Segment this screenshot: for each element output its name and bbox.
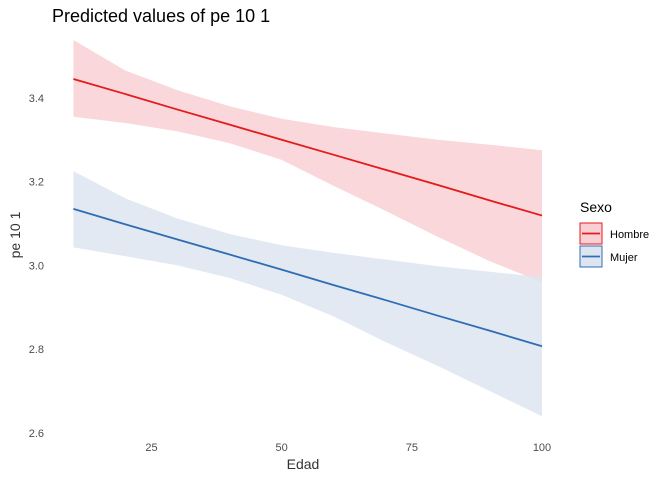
y-tick-label: 3.2 [29,177,44,189]
x-tick-label: 75 [406,442,418,454]
plot-area [73,40,543,417]
legend-title: Sexo [580,199,612,215]
series-line-hombre [73,78,543,217]
legend-label-hombre: Hombre [610,229,649,241]
y-tick-label: 2.6 [29,428,44,440]
y-axis: 2.6 2.8 3.0 3.2 3.4 [29,93,44,440]
x-axis: 25 50 75 100 [145,442,551,454]
y-tick-label: 3.4 [29,93,44,105]
chart-title: Predicted values of pe 10 1 [52,6,270,26]
y-tick-label: 3.0 [29,260,44,272]
y-axis-title: pe 10 1 [7,211,23,258]
confidence-band-mujer [73,171,542,417]
confidence-band-hombre [73,40,542,283]
x-tick-label: 50 [276,442,288,454]
x-tick-label: 25 [145,442,157,454]
x-axis-title: Edad [287,456,320,472]
x-tick-label: 100 [533,442,551,454]
legend-label-mujer: Mujer [610,252,638,264]
y-tick-label: 2.8 [29,344,44,356]
legend: Sexo Hombre Mujer [579,199,649,268]
series-line-mujer [73,207,543,348]
